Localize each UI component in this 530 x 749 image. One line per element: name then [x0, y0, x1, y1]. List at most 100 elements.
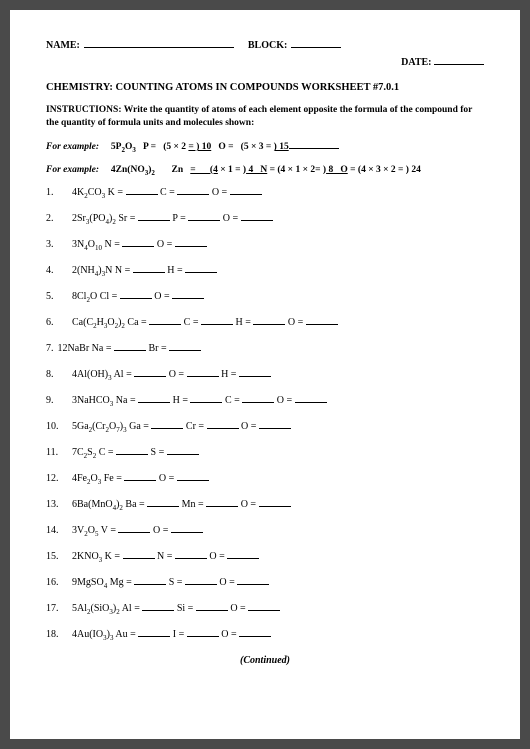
answer-blank[interactable]: [124, 471, 156, 481]
answer-blank[interactable]: [167, 445, 199, 455]
formula: 3NaHCO3: [72, 395, 113, 406]
example-2: For example: 4Zn(NO3)2 Zn = (4 × 1 = ) 4…: [46, 163, 484, 177]
question-row: 16.9MgSO4 Mg = S = O =: [46, 575, 484, 590]
question-number: 13.: [46, 497, 72, 512]
question-body: 3NaHCO3 Na = H = C = O =: [72, 393, 484, 408]
answer-blank[interactable]: [134, 367, 166, 377]
answer-blank[interactable]: [239, 367, 271, 377]
answer-blank[interactable]: [151, 419, 183, 429]
answer-blank[interactable]: [306, 315, 338, 325]
answer-blank[interactable]: [206, 497, 238, 507]
answer-blank[interactable]: [201, 315, 233, 325]
date-blank[interactable]: [434, 55, 484, 65]
question-number: 6.: [46, 315, 72, 330]
answer-blank[interactable]: [118, 523, 150, 533]
answer-blank[interactable]: [253, 315, 285, 325]
question-row: 7. 12NaBr Na = Br =: [46, 341, 484, 356]
answer-blank[interactable]: [295, 393, 327, 403]
answer-blank[interactable]: [241, 211, 273, 221]
answer-blank[interactable]: [227, 549, 259, 559]
question-body: 5Ga2(Cr2O7)3 Ga = Cr = O =: [72, 419, 484, 434]
answer-blank[interactable]: [122, 237, 154, 247]
element-label: O =: [230, 603, 245, 614]
answer-blank[interactable]: [138, 627, 170, 637]
element-label: H =: [235, 317, 250, 328]
question-row: 11.7C2S2 C = S =: [46, 445, 484, 460]
answer-blank[interactable]: [230, 185, 262, 195]
answer-blank[interactable]: [147, 497, 179, 507]
date-label: DATE:: [401, 57, 431, 68]
question-body: 4Au(IO3)3 Au = I = O =: [72, 627, 484, 642]
answer-blank[interactable]: [123, 549, 155, 559]
answer-blank[interactable]: [239, 627, 271, 637]
question-body: 12NaBr Na = Br =: [58, 341, 485, 356]
instructions-label: INSTRUCTIONS:: [46, 105, 122, 115]
question-body: 5Al2(SiO3)2 Al = Si = O =: [72, 601, 484, 616]
example-2-work: Zn = (4 × 1 = ) 4 N = (4 × 1 × 2= ) 8 O …: [172, 165, 421, 175]
question-row: 9.3NaHCO3 Na = H = C = O =: [46, 393, 484, 408]
element-label: O =: [209, 551, 224, 562]
element-label: Si =: [177, 603, 193, 614]
answer-blank[interactable]: [187, 627, 219, 637]
answer-blank[interactable]: [259, 497, 291, 507]
answer-blank[interactable]: [133, 263, 165, 273]
answer-blank[interactable]: [134, 575, 166, 585]
element-label: Mn =: [182, 499, 204, 510]
answer-blank[interactable]: [196, 601, 228, 611]
answer-blank[interactable]: [171, 523, 203, 533]
question-body: 4Al(OH)3 Al = O = H =: [72, 367, 484, 382]
answer-blank[interactable]: [188, 211, 220, 221]
element-label: Mg =: [110, 577, 132, 588]
answer-blank[interactable]: [138, 211, 170, 221]
answer-blank[interactable]: [242, 393, 274, 403]
element-label: I =: [173, 629, 184, 640]
question-number: 8.: [46, 367, 72, 382]
name-blank[interactable]: [84, 38, 234, 48]
question-number: 4.: [46, 263, 72, 278]
formula: 9MgSO4: [72, 577, 107, 588]
element-label: P =: [172, 213, 185, 224]
answer-blank[interactable]: [259, 419, 291, 429]
element-label: Ga =: [129, 421, 149, 432]
answer-blank[interactable]: [177, 185, 209, 195]
answer-blank[interactable]: [116, 445, 148, 455]
instructions: INSTRUCTIONS: Write the quantity of atom…: [46, 104, 484, 130]
element-label: C =: [160, 187, 175, 198]
answer-blank[interactable]: [248, 601, 280, 611]
element-label: O =: [223, 213, 238, 224]
element-label: O =: [153, 525, 168, 536]
name-label: NAME:: [46, 38, 80, 53]
element-label: Au =: [115, 629, 135, 640]
answer-blank[interactable]: [185, 263, 217, 273]
element-label: S =: [151, 447, 165, 458]
formula: 4K2CO3: [72, 187, 105, 198]
answer-blank[interactable]: [142, 601, 174, 611]
answer-blank[interactable]: [114, 341, 146, 351]
answer-blank[interactable]: [138, 393, 170, 403]
answer-blank[interactable]: [207, 419, 239, 429]
answer-blank[interactable]: [190, 393, 222, 403]
element-label: K =: [105, 551, 120, 562]
element-label: Ca =: [127, 317, 146, 328]
answer-blank[interactable]: [175, 549, 207, 559]
answer-blank[interactable]: [169, 341, 201, 351]
question-row: 1.4K2CO3 K = C = O =: [46, 185, 484, 200]
question-row: 4.2(NH4)3N N = H =: [46, 263, 484, 278]
answer-blank[interactable]: [237, 575, 269, 585]
answer-blank[interactable]: [126, 185, 158, 195]
question-number: 1.: [46, 185, 72, 200]
answer-blank[interactable]: [120, 289, 152, 299]
answer-blank[interactable]: [187, 367, 219, 377]
answer-blank[interactable]: [175, 237, 207, 247]
block-blank[interactable]: [291, 38, 341, 48]
answer-blank[interactable]: [185, 575, 217, 585]
answer-blank[interactable]: [172, 289, 204, 299]
question-body: 7C2S2 C = S =: [72, 445, 484, 460]
question-number: 7.: [46, 341, 54, 356]
element-label: N =: [157, 551, 172, 562]
answer-blank[interactable]: [149, 315, 181, 325]
element-label: Al =: [122, 603, 140, 614]
element-label: O =: [288, 317, 303, 328]
answer-blank[interactable]: [177, 471, 209, 481]
question-number: 3.: [46, 237, 72, 252]
